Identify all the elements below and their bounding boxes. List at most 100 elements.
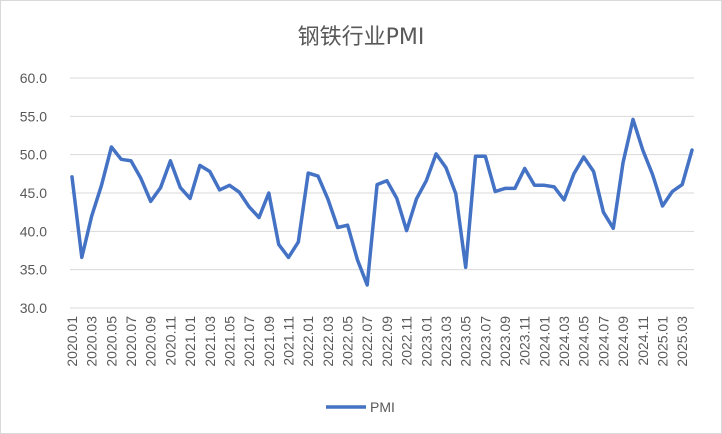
data-point <box>661 204 664 208</box>
data-point <box>415 197 418 201</box>
data-point <box>425 179 428 182</box>
x-tick-label: 2021.03 <box>202 316 218 367</box>
y-tick-label: 55.0 <box>20 108 47 124</box>
x-tick-label: 2023.07 <box>477 316 493 367</box>
data-point <box>523 167 526 170</box>
y-axis-ticks: 30.0 35.0 40.0 45.0 50.0 55.0 60.0 <box>20 70 47 316</box>
x-tick-label: 2024.07 <box>595 316 611 367</box>
x-tick-label: 2023.03 <box>438 316 454 367</box>
data-point <box>306 171 310 175</box>
x-tick-label: 2024.05 <box>576 316 592 367</box>
x-tick-label: 2022.03 <box>320 316 336 367</box>
data-point <box>553 185 556 189</box>
data-point <box>444 166 448 169</box>
data-point <box>641 148 644 152</box>
data-point <box>159 186 162 189</box>
x-tick-label: 2021.11 <box>281 316 297 366</box>
data-point <box>680 183 684 186</box>
data-point <box>218 188 221 192</box>
y-tick-label: 35.0 <box>20 262 47 278</box>
data-point <box>139 177 143 180</box>
data-point <box>188 197 192 200</box>
x-tick-label: 2022.09 <box>379 316 395 367</box>
data-point <box>179 186 182 189</box>
data-point <box>582 155 585 159</box>
x-tick-label: 2022.01 <box>300 316 316 367</box>
data-point <box>690 148 694 152</box>
data-point <box>169 159 172 162</box>
data-point <box>592 170 595 173</box>
x-tick-label: 2022.07 <box>359 316 375 367</box>
data-point <box>247 205 251 208</box>
x-tick-label: 2021.09 <box>261 316 277 367</box>
data-point <box>602 210 605 214</box>
data-point <box>464 266 467 269</box>
data-point <box>484 155 487 158</box>
data-point <box>533 184 536 187</box>
data-point <box>297 240 300 244</box>
data-point <box>257 216 261 219</box>
x-tick-label: 2024.11 <box>635 316 651 366</box>
data-point <box>277 243 280 246</box>
data-point <box>671 190 674 193</box>
x-tick-label: 2024.01 <box>536 316 552 367</box>
data-point <box>100 184 103 187</box>
data-point <box>198 164 202 167</box>
series-line-pmi <box>70 117 694 287</box>
data-point <box>129 159 133 162</box>
x-tick-label: 2020.07 <box>123 316 139 367</box>
data-point <box>346 224 349 227</box>
data-point <box>651 173 654 176</box>
y-tick-label: 60.0 <box>20 70 47 86</box>
data-point <box>572 172 576 176</box>
data-point <box>366 283 369 287</box>
data-point <box>631 118 635 121</box>
x-tick-label: 2022.11 <box>399 316 415 366</box>
x-tick-label: 2021.05 <box>221 316 237 367</box>
x-tick-label: 2024.03 <box>556 316 572 367</box>
y-tick-label: 30.0 <box>20 300 47 316</box>
y-tick-label: 45.0 <box>20 185 47 201</box>
data-point <box>228 184 231 187</box>
x-tick-label: 2020.11 <box>162 316 178 366</box>
data-point <box>395 197 398 200</box>
data-point <box>621 161 625 164</box>
data-point <box>90 214 93 218</box>
x-tick-label: 2020.09 <box>143 316 159 367</box>
x-tick-label: 2021.01 <box>182 316 198 367</box>
data-point <box>149 200 152 203</box>
x-tick-label: 2020.01 <box>64 316 80 367</box>
x-tick-label: 2023.01 <box>418 316 434 367</box>
data-point <box>385 179 389 182</box>
data-point <box>405 229 408 232</box>
data-point <box>612 227 615 230</box>
data-point <box>238 191 241 194</box>
chart-title: 钢铁行业PMI <box>298 25 425 50</box>
x-tick-label: 2023.09 <box>497 316 513 367</box>
data-point <box>434 152 438 156</box>
data-point <box>336 226 339 229</box>
x-tick-label: 2020.05 <box>103 316 119 367</box>
data-point <box>474 155 477 158</box>
data-point <box>503 187 507 190</box>
data-point <box>70 175 74 179</box>
legend-label-pmi: PMI <box>370 399 395 415</box>
data-point <box>267 191 271 195</box>
data-point <box>356 258 359 261</box>
x-tick-label: 2020.03 <box>84 316 100 367</box>
data-point <box>375 183 379 186</box>
data-point <box>120 158 123 161</box>
data-point <box>287 256 290 259</box>
x-tick-label: 2023.05 <box>458 316 474 367</box>
data-point <box>110 145 113 149</box>
y-tick-label: 50.0 <box>20 147 47 163</box>
data-point <box>326 197 330 201</box>
series-group <box>70 117 694 287</box>
data-point <box>513 187 517 190</box>
y-tick-label: 40.0 <box>20 223 47 239</box>
x-tick-label: 2022.05 <box>340 316 356 367</box>
x-tick-label: 2023.11 <box>517 316 533 366</box>
data-point <box>316 174 320 178</box>
